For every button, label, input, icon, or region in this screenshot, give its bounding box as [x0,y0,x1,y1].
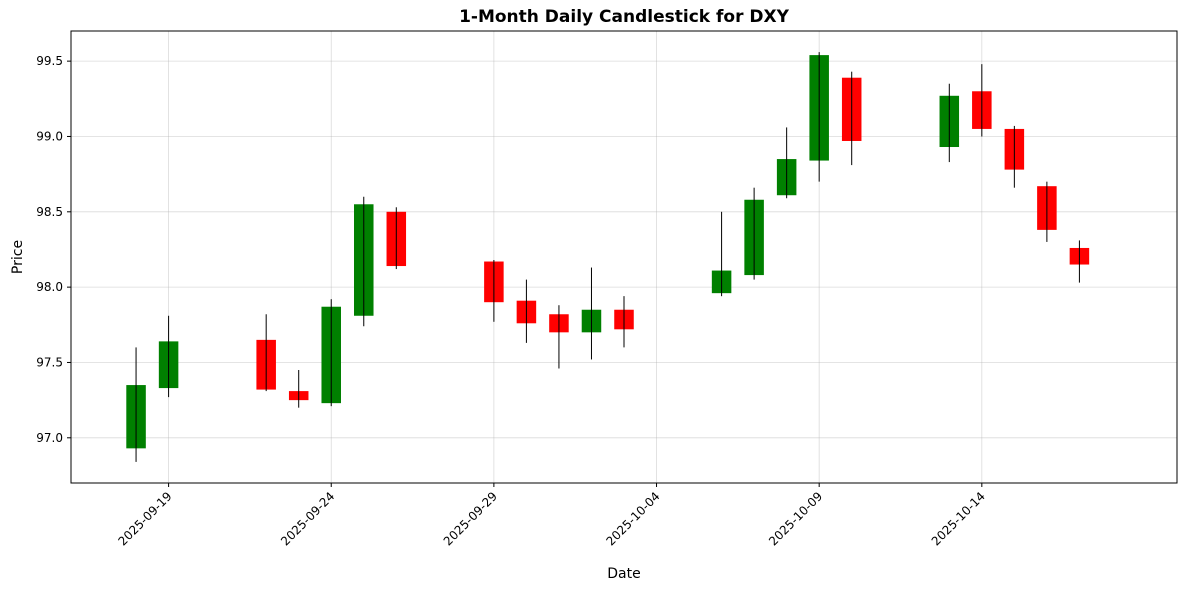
y-axis: 97.0 97.5 98.0 98.5 99.0 99.5 [36,54,71,445]
candle-2025-10-02 [581,267,602,360]
y-tick-label: 97.5 [36,355,63,369]
candle-2025-09-18 [126,347,146,462]
x-tick-label: 2025-10-14 [929,489,988,548]
candle-2025-10-14 [972,64,992,137]
candle-2025-09-29 [484,260,504,322]
candle-2025-10-07 [744,187,764,280]
y-tick-label: 98.0 [36,280,63,294]
candle-2025-09-24 [321,299,341,407]
chart-title: 1-Month Daily Candlestick for DXY [459,7,790,27]
grid-lines [71,31,1177,483]
candle-2025-10-03 [614,296,634,348]
candles [126,52,1090,462]
y-tick-label: 99.0 [36,129,63,143]
y-tick-label: 97.0 [36,431,63,445]
candle-2025-10-09 [809,52,829,182]
candle-2025-10-01 [549,305,569,369]
x-tick-label: 2025-10-04 [603,489,662,548]
candle-2025-10-06 [711,211,732,297]
x-axis: 2025-09-19 2025-09-24 2025-09-29 2025-10-04… [115,483,988,548]
candle-2025-10-17 [1069,240,1090,283]
y-axis-title: Price [10,240,26,274]
candle-2025-10-08 [776,127,797,199]
candle-2025-09-22 [256,314,276,392]
x-tick-label: 2025-09-19 [115,489,174,548]
x-tick-label: 2025-09-29 [441,489,500,548]
plot-area [70,30,1178,484]
candle-2025-09-23 [288,370,309,408]
candle-2025-09-26 [386,207,407,270]
candle-2025-09-30 [516,279,537,343]
candle-2025-09-25 [354,196,374,327]
y-tick-label: 99.5 [36,54,63,68]
x-tick-label: 2025-10-09 [766,489,825,548]
candle-2025-10-13 [939,83,960,163]
x-tick-label: 2025-09-24 [278,489,337,548]
candle-2025-09-19 [158,315,179,398]
candle-2025-10-15 [1004,125,1025,188]
x-axis-title: Date [607,566,640,582]
candle-2025-10-10 [841,71,862,166]
candle-2025-10-16 [1037,181,1057,242]
y-tick-label: 98.5 [36,205,63,219]
